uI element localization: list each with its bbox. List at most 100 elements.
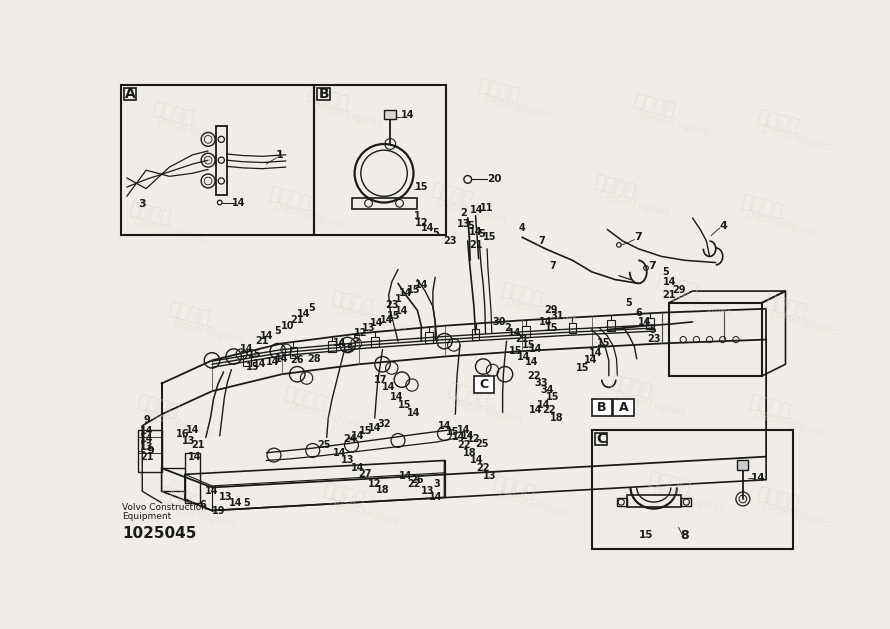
Bar (384, 110, 396, 120)
Text: 15: 15 (387, 311, 400, 321)
Text: 31: 31 (550, 311, 563, 321)
Text: 13: 13 (457, 219, 471, 229)
Text: 2: 2 (460, 208, 467, 218)
Text: 29: 29 (672, 284, 685, 294)
Text: 柴发动力: 柴发动力 (134, 392, 181, 421)
Bar (124, 88, 136, 100)
Text: Diesel-Engines: Diesel-Engines (769, 309, 841, 338)
Text: 柴发动力: 柴发动力 (445, 381, 491, 409)
Text: 14: 14 (538, 317, 552, 327)
Text: Diesel-Engines: Diesel-Engines (134, 217, 206, 245)
Text: 14: 14 (461, 431, 474, 441)
Text: 柴发动力: 柴发动力 (166, 300, 212, 328)
Bar (569, 323, 576, 333)
Text: 22: 22 (457, 440, 471, 450)
Text: 14: 14 (380, 315, 393, 325)
Text: 25: 25 (475, 438, 489, 448)
Text: Diesel-Engines: Diesel-Engines (637, 109, 709, 137)
Text: 13: 13 (341, 455, 354, 465)
Text: Equipment: Equipment (122, 512, 172, 521)
Text: 1: 1 (394, 294, 401, 304)
Text: 14: 14 (400, 109, 414, 120)
Text: Diesel-Engines: Diesel-Engines (761, 502, 833, 530)
Bar (289, 347, 297, 358)
Bar (314, 85, 446, 235)
Text: 7: 7 (648, 262, 656, 272)
Text: 1025045: 1025045 (122, 526, 197, 541)
Text: 柴发动力: 柴发动力 (127, 200, 173, 228)
Text: 15: 15 (415, 182, 428, 192)
Bar (669, 303, 762, 376)
Text: 24: 24 (344, 434, 357, 444)
Text: Diesel-Engines: Diesel-Engines (660, 290, 732, 318)
Text: 14: 14 (470, 205, 484, 215)
Bar (617, 498, 627, 506)
Bar (607, 320, 615, 331)
Text: 1: 1 (414, 211, 421, 221)
Text: A: A (619, 401, 628, 414)
Text: Diesel-Engines: Diesel-Engines (335, 305, 407, 334)
Text: 柴发动力: 柴发动力 (305, 84, 352, 113)
Text: 5: 5 (352, 334, 359, 344)
Text: 14: 14 (751, 473, 765, 483)
Text: 14: 14 (333, 448, 346, 458)
Text: 28: 28 (307, 354, 321, 364)
Text: 14: 14 (524, 357, 538, 367)
Text: 15: 15 (341, 344, 354, 354)
Text: 柴发动力: 柴发动力 (491, 473, 538, 502)
Bar (328, 341, 336, 352)
Text: 5: 5 (478, 229, 485, 239)
Text: 25: 25 (318, 440, 331, 450)
Text: 16: 16 (176, 428, 190, 438)
Text: 33: 33 (535, 379, 548, 389)
Text: 柴发动力: 柴发动力 (158, 485, 204, 513)
Text: 14: 14 (517, 352, 530, 362)
Text: 23: 23 (385, 300, 399, 310)
Text: 14: 14 (395, 306, 409, 316)
Text: 5: 5 (244, 498, 250, 508)
Text: 14: 14 (421, 223, 434, 233)
Text: C: C (480, 378, 489, 391)
Text: 26: 26 (290, 355, 304, 365)
Text: 4: 4 (519, 223, 525, 233)
Text: 30: 30 (492, 317, 506, 327)
Text: 21: 21 (191, 440, 205, 450)
Text: 柴发动力: 柴发动力 (429, 181, 475, 209)
Text: 柴发动力: 柴发动力 (282, 384, 328, 413)
Bar (592, 399, 612, 416)
Text: 15: 15 (482, 232, 497, 242)
Text: 柴发动力: 柴发动力 (646, 469, 692, 498)
Text: 柴发动力: 柴发动力 (266, 184, 312, 213)
Text: Diesel-Engines: Diesel-Engines (435, 198, 508, 226)
Text: 13: 13 (482, 471, 497, 481)
Text: Diesel-Engines: Diesel-Engines (753, 409, 826, 438)
Text: 34: 34 (540, 385, 554, 394)
Text: 11: 11 (480, 203, 493, 213)
Text: 21: 21 (255, 336, 269, 346)
Text: 6: 6 (199, 500, 206, 510)
Bar (627, 495, 681, 508)
Text: Diesel-Engines: Diesel-Engines (141, 409, 214, 438)
Text: 14: 14 (140, 426, 154, 437)
Text: 22: 22 (542, 406, 556, 415)
Bar (472, 329, 480, 340)
Text: 21: 21 (140, 452, 154, 462)
Text: 柴发动力: 柴发动力 (592, 173, 638, 201)
Text: 15: 15 (407, 284, 420, 294)
Text: 6: 6 (635, 308, 642, 318)
Text: 14: 14 (399, 471, 412, 481)
Text: 13: 13 (219, 493, 232, 503)
Text: 柴发动力: 柴发动力 (475, 77, 522, 105)
Bar (352, 198, 417, 209)
Text: 18: 18 (376, 485, 389, 495)
Text: Diesel-Engines: Diesel-Engines (761, 125, 833, 153)
Text: 14: 14 (351, 463, 364, 473)
Text: 7: 7 (550, 262, 556, 272)
Text: 14: 14 (407, 408, 420, 418)
Text: Diesel-Engines: Diesel-Engines (312, 101, 384, 130)
Text: 15: 15 (522, 340, 535, 350)
Text: 4: 4 (719, 221, 727, 231)
Text: 21: 21 (290, 315, 304, 325)
Text: 14: 14 (229, 498, 242, 508)
Bar (681, 498, 691, 506)
